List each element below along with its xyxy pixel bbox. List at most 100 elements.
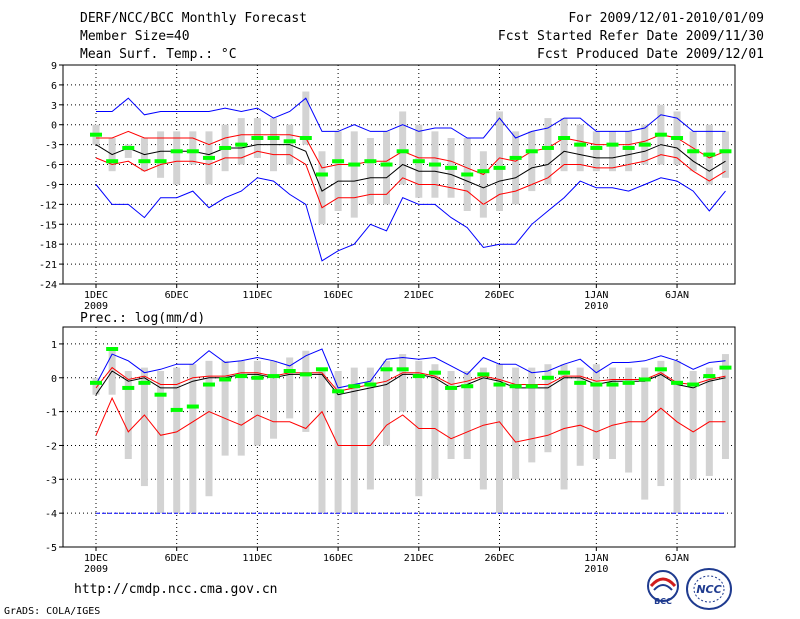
temp-ytick-label: -15 bbox=[39, 220, 57, 231]
prec-range-box bbox=[92, 377, 100, 395]
temp-range-box bbox=[625, 131, 633, 172]
temp-xtick-label: 6JAN bbox=[665, 290, 689, 301]
prec-range-box bbox=[270, 360, 278, 439]
prec-median-marker bbox=[558, 370, 571, 375]
temp-median-marker bbox=[638, 142, 651, 147]
temp-range-box bbox=[399, 111, 407, 185]
prec-range-box bbox=[286, 357, 294, 419]
temp-median-marker bbox=[719, 149, 732, 154]
temp-range-box bbox=[576, 124, 584, 172]
prec-xtick-label: 26DEC bbox=[484, 553, 514, 564]
prec-median-marker bbox=[138, 380, 151, 385]
prec-median-marker bbox=[574, 380, 587, 385]
prec-xtick-label: 6JAN bbox=[665, 553, 689, 564]
forecast-period: For 2009/12/01-2010/01/09 bbox=[568, 11, 764, 26]
temp-xtick-label: 11DEC bbox=[242, 290, 272, 301]
prec-median-marker bbox=[348, 384, 361, 389]
prec-median-marker bbox=[638, 377, 651, 382]
prec-range-box bbox=[253, 360, 261, 446]
prec-median-marker bbox=[445, 385, 458, 390]
prec-median-marker bbox=[622, 380, 635, 385]
forecast-produced: Fcst Produced Date 2009/12/01 bbox=[537, 47, 764, 62]
prec-lower-percentile-line bbox=[95, 396, 726, 446]
prec-median-marker bbox=[235, 374, 248, 379]
variable-label: Mean Surf. Temp.: °C bbox=[80, 47, 237, 62]
prec-xtick-year: 2009 bbox=[84, 564, 108, 575]
temp-median-marker bbox=[606, 142, 619, 147]
temp-median-marker bbox=[509, 155, 522, 160]
temp-median-marker bbox=[525, 149, 538, 154]
member-size: Member Size=40 bbox=[80, 29, 190, 44]
prec-median-marker bbox=[267, 374, 280, 379]
prec-median-marker bbox=[703, 374, 716, 379]
prec-range-box bbox=[366, 367, 374, 490]
prec-median-marker bbox=[364, 382, 377, 387]
prec-median-marker bbox=[671, 380, 684, 385]
prec-median-marker bbox=[428, 370, 441, 375]
temp-ytick-label: -12 bbox=[39, 200, 57, 211]
temp-xtick-label: 1JAN bbox=[584, 290, 608, 301]
temp-median-marker bbox=[541, 145, 554, 150]
temp-median-marker bbox=[90, 132, 102, 137]
prec-median-marker bbox=[541, 375, 554, 380]
prec-label: Prec.: log(mm/d) bbox=[80, 311, 206, 326]
bcc-logo: BCC bbox=[647, 570, 679, 606]
prec-median-marker bbox=[719, 365, 732, 370]
prec-plot-frame bbox=[62, 326, 736, 548]
prec-range-box bbox=[237, 360, 245, 456]
prec-range-box bbox=[108, 350, 116, 395]
prec-mean-line bbox=[95, 370, 726, 396]
prec-median-marker bbox=[90, 380, 102, 385]
prec-ytick-label: -5 bbox=[45, 543, 57, 554]
prec-median-marker bbox=[461, 384, 474, 389]
temp-ytick-label: -9 bbox=[45, 180, 57, 191]
prec-xtick-label: 6DEC bbox=[165, 553, 189, 564]
temp-xtick-label: 26DEC bbox=[484, 290, 514, 301]
temp-ytick-label: 0 bbox=[51, 121, 57, 132]
bcc-logo-text: BCC bbox=[654, 597, 672, 606]
prec-range-box bbox=[479, 367, 487, 490]
prec-range-box bbox=[140, 367, 148, 487]
temp-range-box bbox=[366, 138, 374, 205]
temp-max-line bbox=[96, 97, 726, 139]
temp-ytick-label: 6 bbox=[51, 81, 57, 92]
prec-range-box bbox=[625, 367, 633, 473]
prec-range-box bbox=[608, 367, 616, 459]
temp-ytick-label: 9 bbox=[51, 61, 57, 72]
temp-min-line bbox=[95, 177, 726, 262]
temp-range-box bbox=[479, 151, 487, 218]
prec-range-box bbox=[157, 371, 165, 514]
prec-range-box bbox=[399, 354, 407, 412]
temp-median-marker bbox=[235, 142, 248, 147]
temp-ytick-label: -6 bbox=[45, 161, 57, 172]
ncc-logo-text: NCC bbox=[696, 583, 721, 596]
prec-range-box bbox=[463, 371, 471, 459]
temp-ytick-label: -21 bbox=[39, 260, 57, 271]
temp-median-marker bbox=[299, 136, 312, 140]
temp-median-marker bbox=[283, 139, 296, 144]
temp-range-box bbox=[560, 118, 568, 172]
prec-median-marker bbox=[687, 382, 700, 387]
prec-range-box bbox=[689, 371, 697, 480]
prec-range-box bbox=[528, 367, 536, 463]
prec-max-line bbox=[95, 348, 726, 389]
temp-median-marker bbox=[251, 136, 264, 140]
temp-median-marker bbox=[687, 149, 700, 154]
temp-upper-percentile-line bbox=[96, 130, 726, 176]
footer-credit: GrADS: COLA/IGES bbox=[4, 606, 101, 617]
prec-median-marker bbox=[493, 382, 506, 387]
temp-median-marker bbox=[380, 162, 393, 167]
temp-range-box bbox=[124, 144, 132, 158]
prec-range-box bbox=[641, 367, 649, 500]
prec-ytick-label: -3 bbox=[45, 475, 57, 486]
temp-mean-line bbox=[95, 144, 726, 192]
temp-range-box bbox=[608, 131, 616, 172]
temp-median-marker bbox=[315, 172, 328, 177]
temp-plot-frame bbox=[62, 64, 736, 285]
temp-median-marker bbox=[445, 165, 458, 170]
prec-range-box bbox=[673, 360, 681, 514]
prec-median-marker bbox=[509, 384, 522, 389]
temp-median-marker bbox=[219, 145, 232, 150]
prec-range-box bbox=[189, 364, 197, 514]
prec-median-marker bbox=[283, 369, 296, 373]
